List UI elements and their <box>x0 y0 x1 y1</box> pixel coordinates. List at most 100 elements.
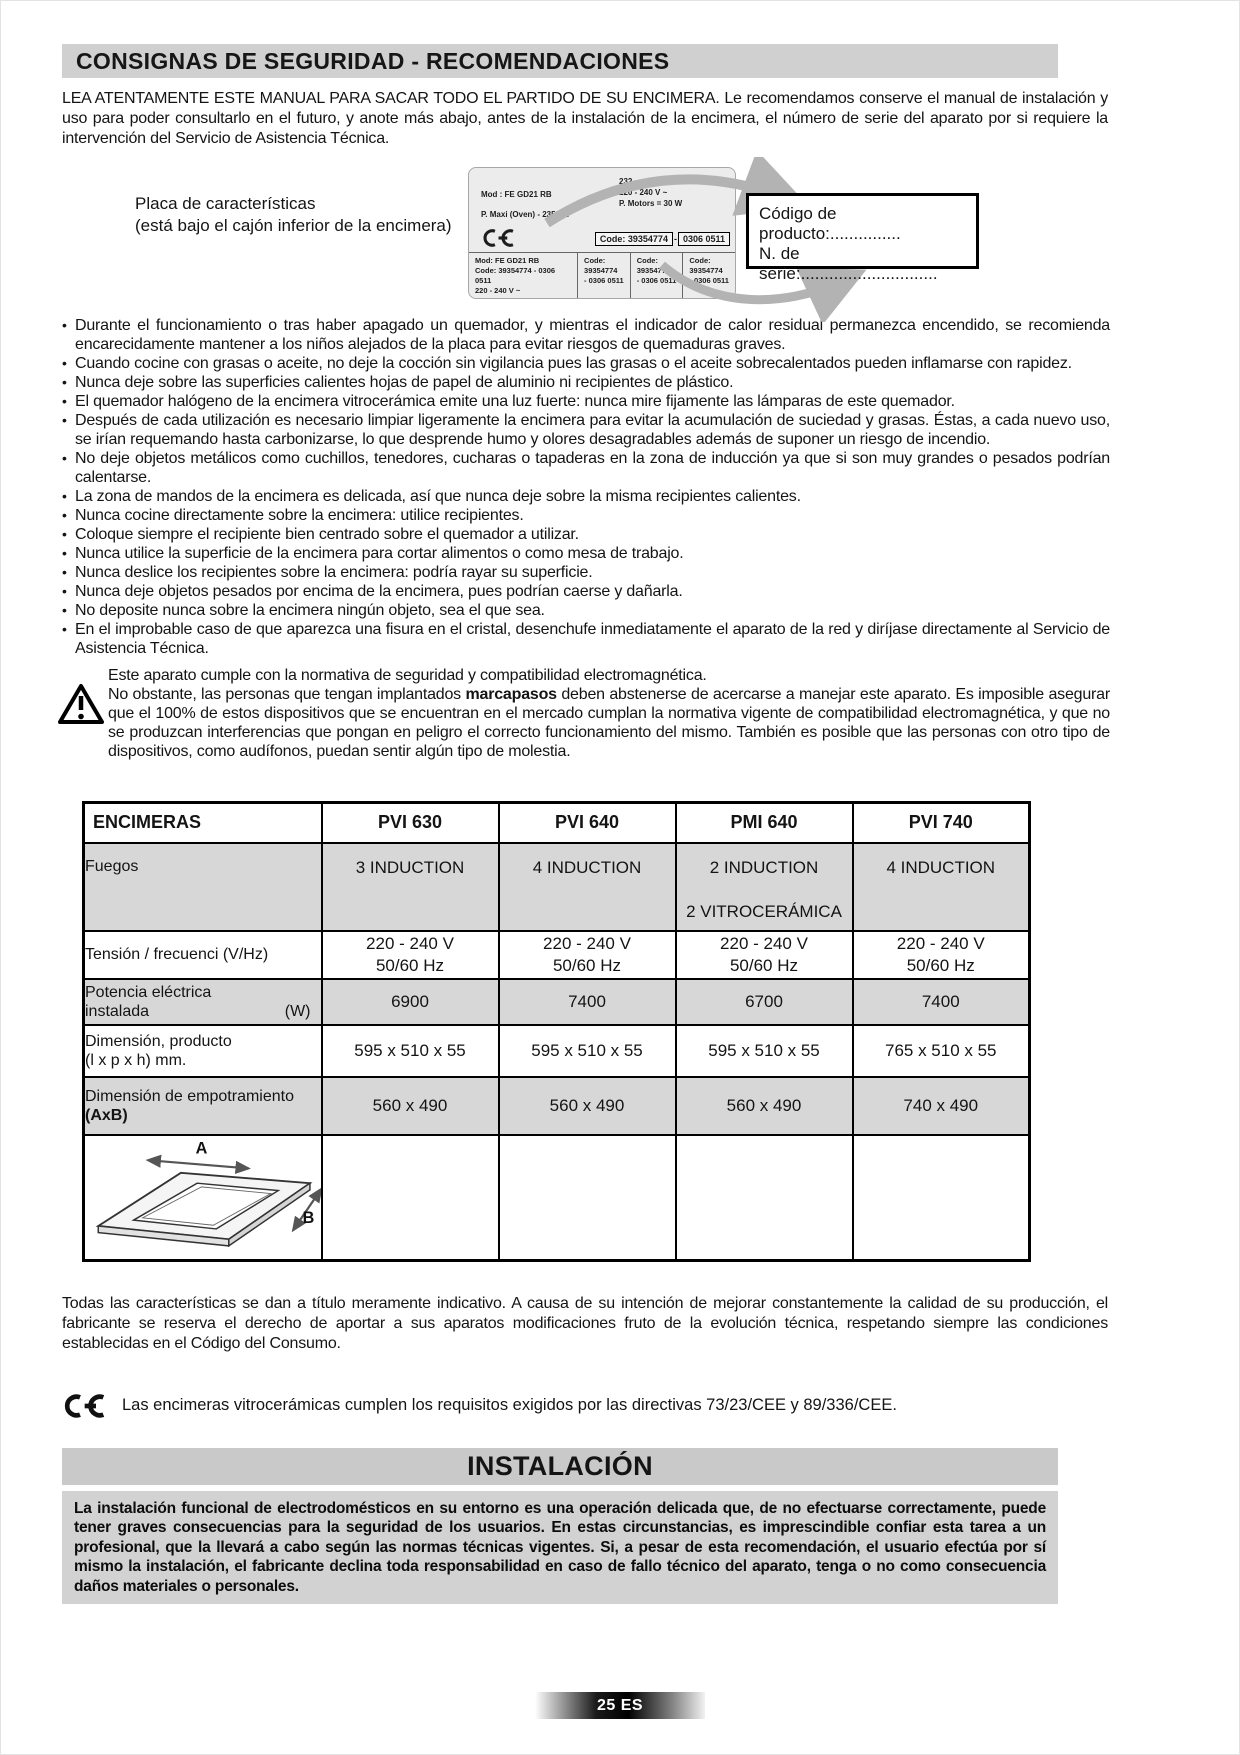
bullet-text: La zona de mandos de la encimera es deli… <box>75 488 801 505</box>
table-cell: 7400 <box>497 977 677 1026</box>
table-cell: 4 INDUCTION <box>497 841 677 932</box>
table-row: Potencia eléctrica instalada (W) 6900 74… <box>82 977 1031 1026</box>
ce-directives-line: Las encimeras vitrocerámicas cumplen los… <box>62 1390 1108 1422</box>
bullet-text: Durante el funcionamiento o tras haber a… <box>75 317 1110 353</box>
row-label-fuegos: Fuegos <box>82 841 323 932</box>
warning-triangle-icon <box>58 666 108 761</box>
list-item: • Después de cada utilización es necesar… <box>62 411 1110 449</box>
list-item: • Nunca cocine directamente sobre la enc… <box>62 506 1110 525</box>
ce-mark-icon <box>64 1393 105 1418</box>
table-row: Tensión / frecuenci (V/Hz) 220 - 240 V 5… <box>82 929 1031 980</box>
bullet-text: Coloque siempre el recipiente bien centr… <box>75 526 579 543</box>
row-label-line: (l x p x h) mm. <box>85 1051 187 1069</box>
table-cell: 560 x 490 <box>674 1075 854 1136</box>
list-item: • Cuando cocine con grasas o aceite, no … <box>62 354 1110 373</box>
table-cell: 220 - 240 V 50/60 Hz <box>851 929 1031 980</box>
plate-bottom-text: Mod: FE GD21 RB <box>475 256 540 265</box>
arrow-swoosh-graphic <box>544 157 867 322</box>
bullet-text: Nunca deje objetos pesados por encima de… <box>75 583 683 600</box>
col-header-pmi640: PMI 640 <box>674 801 854 844</box>
bullet-marker: • <box>62 507 67 523</box>
diagram-label-b: B <box>303 1209 315 1227</box>
warning-paragraph: No obstante, las personas que tengan imp… <box>108 685 1110 761</box>
plate-caption-line2: (está bajo el cajón inferior de la encim… <box>135 216 452 235</box>
ce-mark-icon <box>483 229 514 247</box>
plate-bottom-cell: Code: 39354774 - 0306 0511 <box>578 253 631 298</box>
plate-spec-line: 232 - <box>619 177 638 186</box>
ce-directives-text: Las encimeras vitrocerámicas cumplen los… <box>122 1396 897 1414</box>
plate-caption-line1: Placa de características <box>135 194 316 213</box>
row-label-line: Dimensión, producto <box>85 1032 232 1050</box>
plate-bottom-text: - 0306 0511 <box>636 276 677 285</box>
plate-code-box: Code: 39354774 <box>594 232 673 246</box>
bullet-marker: • <box>62 412 67 428</box>
table-cell: 595 x 510 x 55 <box>674 1023 854 1078</box>
rating-plate-figure: Placa de características (está bajo el c… <box>0 157 1240 322</box>
table-cell: 740 x 490 <box>851 1075 1031 1136</box>
table-cell: 3 INDUCTION <box>320 841 500 932</box>
row-label-empotramiento: Dimensión de empotramiento (AxB) <box>82 1075 323 1136</box>
bullet-text: Nunca utilice la superficie de la encime… <box>75 545 684 562</box>
table-cell-empty <box>497 1133 677 1261</box>
plate-bottom-text: Code: 39354774 - 0306 0511 <box>475 266 556 285</box>
table-cell: 765 x 510 x 55 <box>851 1023 1031 1078</box>
table-cell: 220 - 240 V 50/60 Hz <box>497 929 677 980</box>
list-item: • El quemador halógeno de la encimera vi… <box>62 392 1110 411</box>
list-item: • No deposite nunca sobre la encimera ni… <box>62 601 1110 620</box>
spec-table: ENCIMERAS PVI 630 PVI 640 PMI 640 PVI 74… <box>82 801 1031 1262</box>
product-code-box: Código de producto:............... N. de… <box>746 193 979 283</box>
plate-model: Mod : FE GD21 RB <box>481 190 552 199</box>
installation-title: INSTALACIÓN <box>467 1450 653 1481</box>
page-footer: 25 ES <box>535 1692 705 1719</box>
table-row: Dimensión, producto (l x p x h) mm. 595 … <box>82 1023 1031 1078</box>
bullet-text: Nunca cocine directamente sobre la encim… <box>75 507 524 524</box>
bullet-text: No deje objetos metálicos como cuchillos… <box>75 450 1110 486</box>
bullet-marker: • <box>62 602 67 618</box>
table-cell: 560 x 490 <box>497 1075 677 1136</box>
plate-bottom-text: Code: 39354774 <box>689 256 723 275</box>
row-label-part: instalada <box>85 1002 150 1020</box>
table-cell-empty <box>851 1133 1031 1261</box>
col-header-pvi740: PVI 740 <box>851 801 1031 844</box>
bullet-marker: • <box>62 545 67 561</box>
bullet-marker: • <box>62 317 67 333</box>
table-cell: 220 - 240 V 50/60 Hz <box>674 929 854 980</box>
bullet-text: No deposite nunca sobre la encimera ning… <box>75 602 545 619</box>
row-label-unit: (W) <box>284 1002 311 1020</box>
plate-spec-line: P. Motors = 30 W <box>619 199 683 208</box>
bullet-marker: • <box>62 526 67 542</box>
warning-block: Este aparato cumple con la normativa de … <box>58 666 1110 761</box>
warning-text-part: deben abstenerse de acercarse a manejar … <box>108 686 1110 760</box>
bullet-marker: • <box>62 393 67 409</box>
bullet-marker: • <box>62 488 67 504</box>
hob-diagram: A B <box>95 1139 323 1247</box>
table-cell-empty <box>674 1133 854 1261</box>
table-row: A B <box>82 1133 1031 1261</box>
row-label-line: instalada (W) <box>85 1002 321 1021</box>
bullet-text: Después de cada utilización es necesario… <box>75 412 1110 448</box>
list-item: • Coloque siempre el recipiente bien cen… <box>62 525 1110 544</box>
intro-paragraph: LEA ATENTAMENTE ESTE MANUAL PARA SACAR T… <box>62 90 1108 147</box>
bullet-text: Nunca deje sobre las superficies calient… <box>75 374 734 391</box>
list-item: • Nunca deje objetos pesados por encima … <box>62 582 1110 601</box>
rating-plate: Mod : FE GD21 RB P. Maxi (Oven) - 2350 W… <box>468 167 736 299</box>
plate-electrical-specs: 232 - 220 - 240 V ~ P. Motors = 30 W <box>619 176 682 209</box>
warning-text: Este aparato cumple con la normativa de … <box>108 666 1110 761</box>
col-header-encimeras: ENCIMERAS <box>82 801 323 844</box>
table-cell-empty <box>320 1133 500 1261</box>
diagram-label-a: A <box>196 1139 208 1157</box>
bullet-marker: • <box>62 583 67 599</box>
table-row: Dimensión de empotramiento (AxB) 560 x 4… <box>82 1075 1031 1136</box>
table-cell: 2 INDUCTION 2 VITROCERÁMICA <box>674 841 854 932</box>
plate-bottom-text: - 0306 0511 <box>584 276 624 285</box>
table-cell: 6700 <box>674 977 854 1026</box>
plate-bottom-text: 220 - 240 V ~ <box>475 286 521 295</box>
warning-text-part: No obstante, las personas que tengan imp… <box>108 686 466 703</box>
list-item: • La zona de mandos de la encimera es de… <box>62 487 1110 506</box>
hob-diagram-cell: A B <box>82 1133 323 1261</box>
bullet-text: En el improbable caso de que aparezca un… <box>75 621 1110 657</box>
table-cell: 4 INDUCTION <box>851 841 1031 932</box>
bullet-text: Cuando cocine con grasas o aceite, no de… <box>75 355 1072 372</box>
col-header-pvi630: PVI 630 <box>320 801 500 844</box>
